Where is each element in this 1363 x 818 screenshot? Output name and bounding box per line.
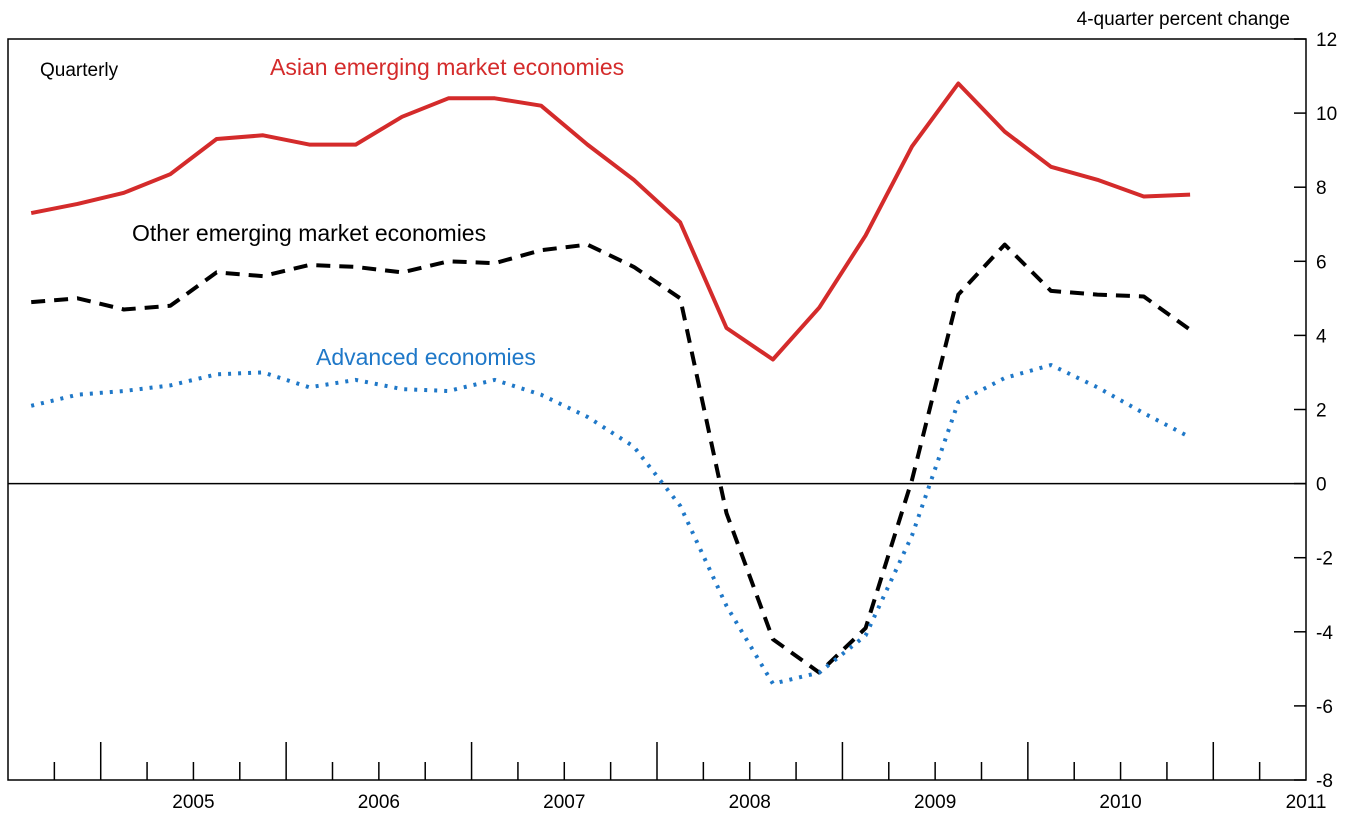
series-label-other-emerging: Other emerging market economies <box>132 220 486 246</box>
y-tick-label: -8 <box>1316 771 1333 792</box>
x-tick-label: 2005 <box>172 792 214 813</box>
series-label-asian: Asian emerging market economies <box>270 54 624 80</box>
frequency-label: Quarterly <box>40 60 119 81</box>
x-tick-label: 2009 <box>914 792 956 813</box>
x-tick-label: 2010 <box>1099 792 1141 813</box>
series-layer <box>30 81 1192 686</box>
labels-layer: 4-quarter percent change Quarterly Asian… <box>40 9 1290 370</box>
series-line-1 <box>31 242 1192 675</box>
x-tick-label: 2007 <box>543 792 585 813</box>
x-tick-label: 2011 <box>1286 792 1327 813</box>
axes-layer: 12 10 8 6 4 2 0 -2 -4 -6 -8 2005 2006 2007 2008 2009 201… <box>7 30 1337 813</box>
y-tick-label: -2 <box>1316 549 1333 570</box>
y-tick-label: 4 <box>1316 326 1327 347</box>
y-tick-label: 8 <box>1316 178 1327 199</box>
y-tick-label: 2 <box>1316 401 1327 422</box>
y-tick-label: 6 <box>1316 252 1327 273</box>
series-line-0 <box>30 81 1191 362</box>
series-label-advanced: Advanced economies <box>316 344 536 370</box>
series-line-2 <box>30 363 1192 686</box>
unit-label: 4-quarter percent change <box>1077 9 1290 30</box>
y-tick-label: -4 <box>1316 623 1333 644</box>
y-tick-label: -6 <box>1316 697 1333 718</box>
x-tick-label: 2006 <box>358 792 400 813</box>
y-tick-label: 0 <box>1316 475 1327 496</box>
y-tick-label: 12 <box>1316 30 1337 51</box>
x-tick-label: 2008 <box>729 792 771 813</box>
y-tick-label: 10 <box>1316 104 1337 125</box>
